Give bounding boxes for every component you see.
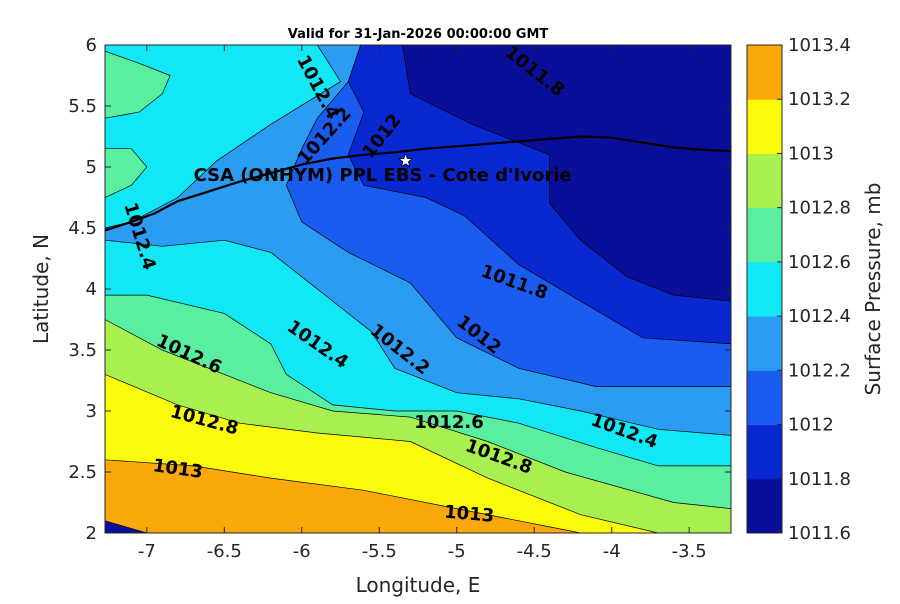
x-tick-label: -6.5 [207,541,242,562]
colorbar-segment [747,45,782,100]
colorbar-label: Surface Pressure, mb [861,183,885,396]
x-axis: -7 -6.5 -6 -5.5 -5 -4.5 -4 -3.5 [138,45,707,562]
colorbar-tick-label: 1013 [788,143,834,164]
colorbar-tick-label: 1013.4 [788,35,851,56]
y-tick-label: 2 [86,523,97,544]
colorbar-tick-label: 1012.8 [788,198,851,219]
x-axis-label: Longitude, E [356,573,481,597]
y-tick-label: 6 [86,35,97,56]
y-tick-label: 4.5 [68,218,97,239]
colorbar-segment [747,316,782,371]
x-tick-label: -6 [293,541,311,562]
colorbar: 1011.6 1011.8 1012 1012.2 1012.4 1012.6 1012.8… [746,35,851,544]
contour-label: 1013 [443,502,495,527]
chart-title: Valid for 31-Jan-2026 00:00:00 GMT [288,27,549,42]
colorbar-tick-label: 1012.4 [788,306,851,327]
colorbar-tick-label: 1012 [788,415,834,436]
contour-fill-layer [105,45,731,533]
colorbar-segment [747,261,782,317]
colorbar-tick-label: 1011.6 [788,523,851,544]
y-tick-label: 3 [86,401,97,422]
x-tick-label: -5.5 [362,541,397,562]
colorbar-frame [746,44,783,534]
x-tick-label: -7 [138,541,156,562]
colorbar-tick-label: 1011.8 [788,469,851,490]
colorbar-segment [747,153,782,209]
colorbar-segment [747,478,782,534]
site-label: CSA (ONHYM) PPL EBS - Cote d'Ivorie [194,165,572,186]
y-tick-label: 3.5 [68,340,97,361]
colorbar-tick-label: 1012.6 [788,252,851,273]
contour-label: 1012.6 [414,412,483,433]
colorbar-segment [747,370,782,426]
y-tick-label: 4 [86,279,97,300]
y-axis-label: Latitude, N [29,234,53,344]
y-tick-label: 5.5 [68,96,97,117]
x-tick-label: -4 [603,541,621,562]
coastline-layer [105,135,731,232]
colorbar-segment [747,207,782,263]
colorbar-segment [747,99,782,154]
x-tick-label: -3.5 [672,541,707,562]
site-star-marker [397,152,414,168]
site-layer: CSA (ONHYM) PPL EBS - Cote d'Ivorie [194,152,572,186]
colorbar-tick-label: 1013.2 [788,89,851,110]
y-axis: 2 2.5 3 3.5 4 4.5 5 5.5 6 [68,35,731,544]
x-tick-label: -4.5 [517,541,552,562]
y-tick-label: 2.5 [68,462,97,483]
x-tick-label: -5 [448,541,466,562]
coastline [105,135,731,232]
colorbar-tick-label: 1012.2 [788,360,851,381]
y-tick-label: 5 [86,157,97,178]
colorbar-segment [747,424,782,480]
contour-band-1011-6 [402,45,731,302]
